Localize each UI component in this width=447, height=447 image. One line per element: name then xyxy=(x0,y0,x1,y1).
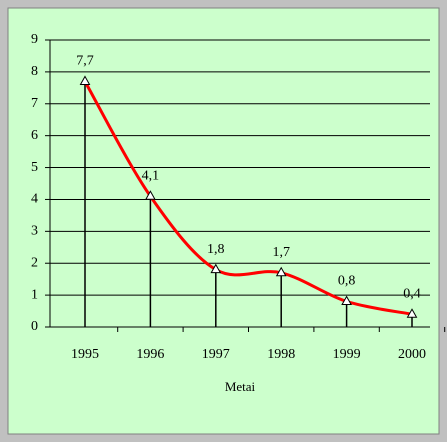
data-label: 1,8 xyxy=(207,242,225,257)
data-label: 1,7 xyxy=(272,245,290,260)
y-tick-label: 2 xyxy=(31,255,38,270)
data-label: 0,4 xyxy=(403,286,421,301)
marker xyxy=(275,266,287,277)
data-label: 7,7 xyxy=(76,54,94,69)
data-label: 0,8 xyxy=(338,274,356,289)
y-tick-label: 4 xyxy=(31,192,38,207)
y-tick-label: 6 xyxy=(31,128,38,143)
x-tick-label: 2000 xyxy=(398,347,426,362)
y-tick-label: 3 xyxy=(31,224,38,239)
y-tick-label: 0 xyxy=(31,319,38,334)
x-tick-label: 1997 xyxy=(202,347,230,362)
data-label: 4,1 xyxy=(142,168,160,183)
y-tick-label: 9 xyxy=(31,32,38,47)
x-tick-label: 1995 xyxy=(71,347,99,362)
y-tick-label: 5 xyxy=(31,160,38,175)
panel xyxy=(7,7,440,435)
x-axis-label: Metai xyxy=(225,379,256,394)
y-tick-label: 1 xyxy=(31,287,38,302)
marker xyxy=(210,263,222,274)
marker xyxy=(79,75,91,85)
marker xyxy=(406,308,418,318)
marker xyxy=(341,295,352,305)
x-tick-label: 1999 xyxy=(333,347,361,362)
y-tick-label: 8 xyxy=(31,64,38,79)
y-tick-label: 7 xyxy=(31,96,38,111)
x-tick-label: 1996 xyxy=(136,347,164,362)
x-tick-label: 1998 xyxy=(267,347,295,362)
marker xyxy=(145,190,156,200)
